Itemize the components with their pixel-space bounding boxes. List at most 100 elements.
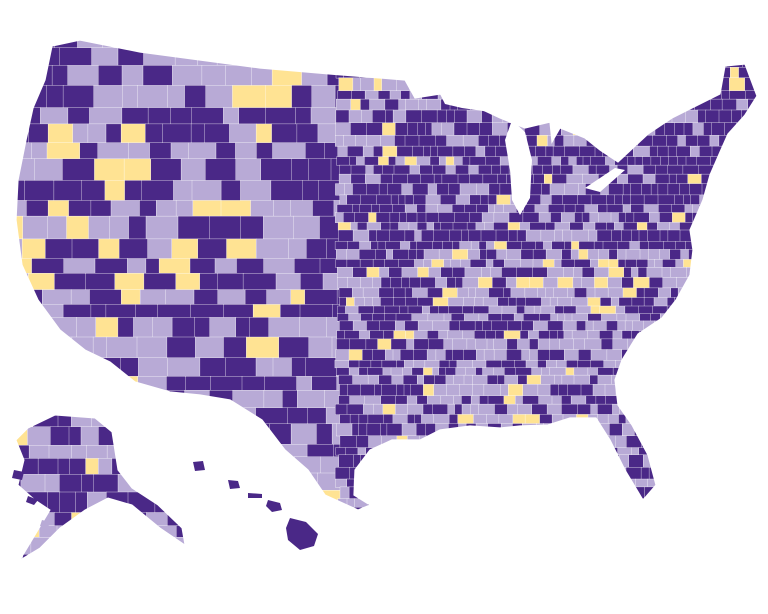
county-cell (574, 467, 583, 480)
county-cell (231, 508, 250, 510)
county-cell (76, 317, 97, 338)
county-cell (677, 135, 686, 147)
county-cell (370, 467, 384, 480)
county-cell (750, 467, 757, 480)
county-cell (564, 349, 579, 361)
county-cell (149, 537, 170, 555)
county-cell (430, 507, 444, 510)
county-cell (299, 317, 327, 338)
county-cell (383, 330, 395, 340)
county-cell (360, 77, 375, 92)
county-cell (338, 77, 354, 92)
county-cell (335, 403, 348, 415)
county-cell (352, 229, 370, 242)
county-cell (217, 273, 244, 291)
county-cell (435, 349, 446, 361)
county-cell (557, 486, 567, 500)
county-cell (223, 304, 254, 318)
county-cell (136, 554, 156, 560)
county-cell (733, 330, 742, 340)
county-cell (683, 194, 692, 205)
county-cell (724, 277, 741, 289)
county-cell (447, 403, 456, 415)
county-cell (747, 384, 757, 397)
county-cell (67, 65, 99, 86)
county-cell (549, 349, 565, 361)
county-cell (709, 222, 721, 231)
county-cell (468, 229, 482, 242)
county-cell (564, 145, 580, 158)
county-cell (482, 173, 499, 185)
county-cell (735, 467, 752, 480)
county-cell (47, 215, 67, 240)
county-cell (417, 374, 425, 385)
county-cell (425, 194, 441, 205)
county-cell (688, 320, 700, 332)
county-cell (171, 317, 196, 338)
county-cell (763, 368, 768, 376)
county-cell (554, 222, 571, 231)
county-cell (706, 403, 718, 415)
county-cell (453, 374, 465, 385)
county-cell (16, 376, 38, 391)
county-cell (384, 515, 392, 526)
county-cell (523, 313, 541, 322)
county-cell (142, 65, 173, 86)
county-cell (563, 267, 574, 278)
county-cell (594, 40, 612, 45)
county-cell (361, 467, 372, 480)
county-cell (170, 107, 192, 125)
county-cell (335, 183, 345, 196)
county-cell (744, 135, 757, 147)
county-cell (125, 390, 143, 409)
county-cell (252, 304, 281, 318)
county-cell (508, 486, 519, 500)
county-cell (419, 44, 431, 58)
county-cell (544, 507, 562, 510)
county-cell (37, 376, 63, 391)
county-cell (515, 297, 527, 307)
county-cell (404, 194, 414, 205)
county-cell (601, 313, 618, 322)
county-cell (351, 423, 360, 437)
county-cell (527, 447, 541, 456)
county-cell (537, 384, 551, 397)
hawaii-kauai (193, 461, 205, 471)
county-cell (373, 164, 383, 175)
county-cell (462, 277, 479, 289)
county-cell (534, 40, 552, 45)
county-cell (618, 56, 628, 68)
county-cell (16, 258, 33, 274)
county-cell (643, 56, 660, 68)
county-cell (638, 305, 653, 315)
county-cell (657, 183, 669, 196)
county-cell (240, 215, 264, 240)
county-cell (631, 367, 645, 376)
county-cell (493, 478, 502, 488)
county-cell (624, 259, 637, 268)
county-cell (682, 98, 696, 111)
county-cell (660, 435, 673, 449)
county-cell (464, 204, 478, 213)
county-cell (659, 229, 669, 242)
county-cell (641, 515, 649, 526)
county-cell (481, 478, 495, 488)
county-cell (335, 259, 348, 268)
county-cell (360, 277, 374, 289)
county-cell (518, 486, 534, 500)
county-cell (481, 67, 499, 79)
county-cell (569, 222, 584, 231)
county-cell (497, 467, 506, 480)
county-cell (694, 98, 712, 111)
county-cell (450, 507, 468, 510)
county-cell (666, 338, 680, 350)
county-cell (466, 507, 481, 510)
county-cell (640, 467, 650, 480)
county-cell (395, 313, 413, 322)
county-cell (506, 454, 515, 468)
county-cell (346, 194, 361, 205)
county-cell (335, 478, 348, 488)
county-cell (571, 313, 589, 322)
county-cell (719, 212, 730, 223)
county-cell (380, 395, 396, 405)
